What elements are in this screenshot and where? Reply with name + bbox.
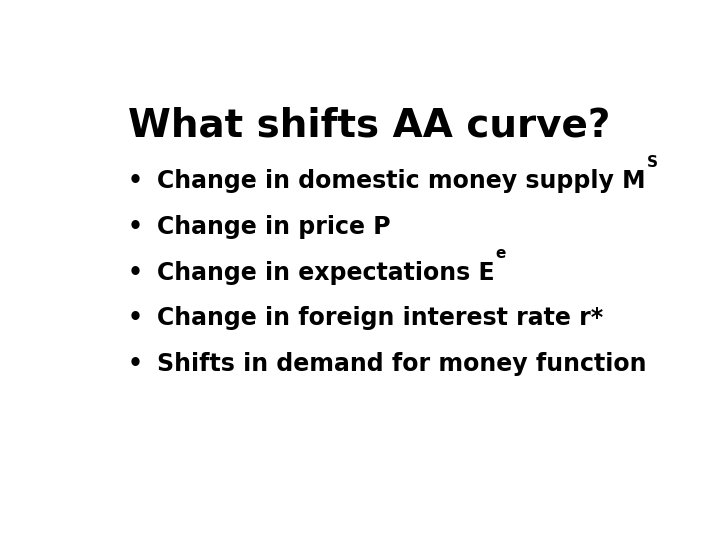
Text: •: • [127, 169, 142, 193]
Text: Shifts in demand for money function: Shifts in demand for money function [157, 352, 647, 376]
Text: •: • [127, 306, 142, 330]
Text: e: e [495, 246, 506, 261]
Text: Change in domestic money supply M: Change in domestic money supply M [157, 169, 645, 193]
Text: •: • [127, 261, 142, 285]
Text: What shifts AA curve?: What shifts AA curve? [128, 106, 610, 144]
Text: Change in price P: Change in price P [157, 215, 390, 239]
Text: S: S [647, 155, 657, 170]
Text: •: • [127, 352, 142, 376]
Text: •: • [127, 215, 142, 239]
Text: Change in foreign interest rate r*: Change in foreign interest rate r* [157, 306, 603, 330]
Text: Change in expectations E: Change in expectations E [157, 261, 495, 285]
